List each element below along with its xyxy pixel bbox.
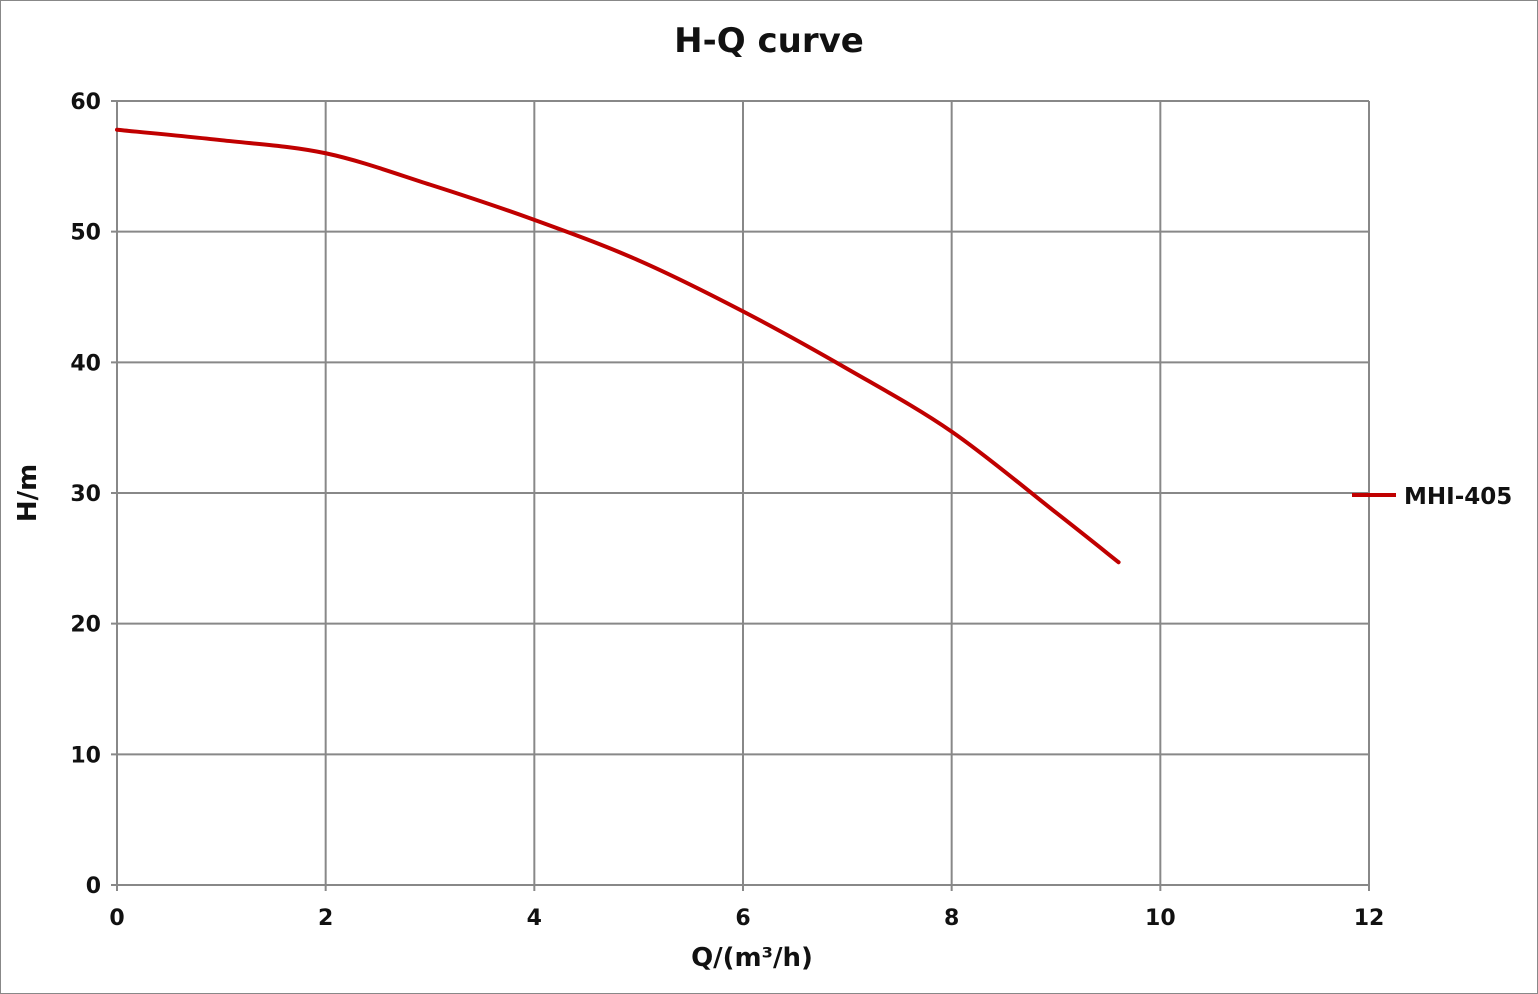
y-tick-label: 0 [86, 874, 101, 899]
y-axis-label: H/m [13, 464, 43, 522]
series-line-mhi-405 [115, 127, 1121, 565]
y-tick-label: 10 [70, 743, 101, 768]
y-tick-label: 20 [70, 613, 101, 638]
y-tick-label: 60 [70, 90, 101, 115]
x-axis-ticks: 0 2 4 6 8 10 12 [109, 906, 1384, 931]
x-tick-label: 4 [527, 906, 542, 931]
x-axis-label: Q/(m³/h) [691, 943, 813, 973]
y-axis-ticks: 0 10 20 30 40 50 60 [70, 90, 101, 899]
x-tick-label: 10 [1145, 906, 1176, 931]
chart-title: H-Q curve [674, 21, 864, 61]
x-tick-label: 2 [318, 906, 333, 931]
y-tick-label: 50 [70, 221, 101, 246]
legend-label-mhi-405: MHI-405 [1404, 484, 1512, 510]
legend: MHI-405 [1352, 484, 1512, 510]
x-tick-label: 12 [1354, 906, 1385, 931]
x-tick-label: 8 [944, 906, 959, 931]
grid [111, 100, 1370, 891]
y-tick-label: 40 [70, 351, 101, 376]
y-tick-label: 30 [70, 482, 101, 507]
x-tick-label: 0 [109, 906, 124, 931]
series-layer [115, 127, 1121, 565]
x-tick-label: 6 [735, 906, 750, 931]
